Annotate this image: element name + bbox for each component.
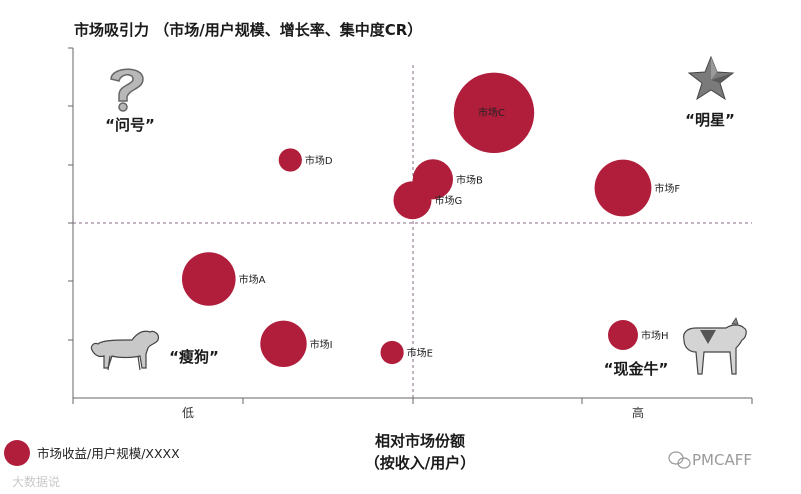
bubble-label-6: 市场G (435, 194, 463, 207)
quadrant-label-star: “明星” (685, 111, 735, 129)
bubble-3 (278, 148, 302, 172)
bubble-label-7: 市场H (641, 329, 669, 342)
chart-title: 市场吸引力 （市场/用户规模、增长率、集中度CR） (74, 21, 422, 39)
bubble-label-8: 市场I (310, 338, 333, 351)
bubble-4 (380, 340, 404, 365)
bubble-6 (393, 181, 432, 220)
bubble-5 (594, 159, 652, 217)
bubble-label-1: 市场B (456, 173, 483, 186)
x-tick-label-low: 低 (182, 406, 194, 420)
quadrant-label-question: “问号” (105, 116, 155, 134)
watermark-right-text: PMCAFF (692, 451, 752, 469)
bubble-7 (608, 320, 638, 350)
bubble-0 (182, 252, 236, 306)
bubble-label-5: 市场F (654, 182, 680, 195)
legend-label: 市场收益/用户规模/XXXX (37, 446, 180, 461)
legend: 市场收益/用户规模/XXXX (4, 440, 180, 466)
quadrant-label-dog: “瘦狗” (169, 348, 219, 366)
bubble-label-3: 市场D (305, 154, 333, 167)
question-mark-icon (110, 68, 144, 112)
dog-icon (90, 330, 159, 371)
bubble-2 (453, 72, 535, 153)
star-icon (687, 55, 735, 101)
bubble-series: 市场A 市场B 市场C 市场D 市场E 市场F 市场G 市场H 市场I (182, 72, 680, 367)
x-axis (72, 397, 753, 404)
wechat-icon (668, 451, 691, 469)
x-tick-label-high: 高 (632, 405, 644, 420)
x-axis-title: 相对市场份额 (375, 432, 465, 450)
bubble-label-0: 市场A (239, 273, 266, 286)
bubble-label-4: 市场E (407, 347, 433, 360)
watermark-right: PMCAFF (668, 451, 752, 469)
quadrant-label-cash-cow: “现金牛” (604, 360, 669, 378)
bubble-8 (260, 320, 307, 367)
legend-marker (4, 440, 30, 466)
bubble-label-2: 市场C (478, 106, 505, 119)
y-axis (68, 47, 74, 398)
watermark-left-text: 大数据说 (12, 474, 60, 489)
x-axis-subtitle: （按收入/用户） (365, 454, 475, 472)
cow-icon (683, 317, 747, 375)
